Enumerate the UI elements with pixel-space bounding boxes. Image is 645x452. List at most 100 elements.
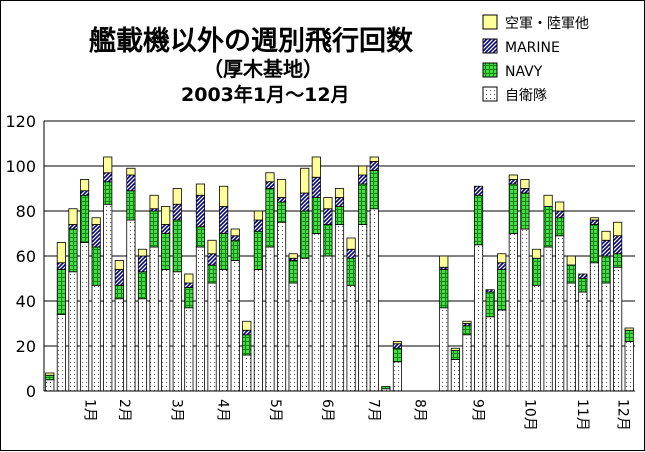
bar-marine — [369, 161, 379, 171]
bar-airforce_army — [219, 185, 229, 207]
bar-jsdf — [276, 221, 287, 392]
bar-jsdf — [450, 359, 460, 392]
bar-jsdf — [149, 246, 159, 392]
bar-marine — [473, 185, 484, 196]
legend-label: NAVY — [505, 64, 543, 80]
bar-marine — [601, 239, 611, 257]
bar-airforce_army — [566, 255, 576, 266]
bar-jsdf — [114, 298, 124, 392]
bar-jsdf — [184, 307, 194, 392]
month-label: 9月 — [470, 399, 486, 422]
bar-navy — [462, 325, 472, 336]
bar-marine — [578, 273, 588, 279]
bar-airforce_army — [103, 156, 113, 174]
bar-airforce_army — [589, 217, 600, 221]
month-label: 3月 — [168, 399, 184, 422]
bar-jsdf — [392, 361, 403, 392]
bar-navy — [601, 255, 611, 284]
month-label: 10月 — [522, 399, 538, 431]
bar-navy — [392, 347, 403, 363]
bar-jsdf — [207, 282, 217, 392]
bar-airforce_army — [346, 237, 356, 250]
bar-marine — [346, 248, 356, 259]
bar-marine — [613, 235, 623, 255]
bar-jsdf — [172, 271, 182, 392]
bar-airforce_army — [392, 341, 403, 345]
bar-navy — [45, 374, 55, 381]
bar-airforce_army — [207, 239, 217, 255]
month-label: 11月 — [574, 399, 590, 431]
bar-navy — [555, 217, 565, 237]
bar-jsdf — [323, 255, 333, 392]
bar-navy — [68, 228, 78, 273]
bar-airforce_army — [543, 194, 553, 207]
month-label: 4月 — [215, 399, 231, 422]
y-tick-label: 0 — [26, 382, 36, 401]
bar-jsdf — [555, 235, 565, 392]
bar-airforce_army — [253, 210, 263, 221]
bar-navy — [520, 192, 530, 230]
bar-marine — [497, 262, 507, 270]
bar-marine — [508, 179, 518, 185]
bar-navy — [300, 210, 310, 259]
y-tick-label: 60 — [16, 247, 36, 266]
month-label: 1月 — [81, 399, 97, 422]
bar-navy — [334, 206, 345, 225]
bar-jsdf — [624, 341, 634, 392]
bar-airforce_army — [68, 208, 78, 225]
bar-marine — [68, 224, 78, 230]
bar-airforce_army — [126, 167, 136, 176]
bar-marine — [334, 197, 345, 207]
bar-jsdf — [230, 260, 240, 392]
bar-marine — [300, 192, 310, 212]
bar-marine — [265, 181, 275, 189]
bar-marine — [276, 197, 287, 203]
bar-navy — [624, 329, 634, 342]
bar-navy — [485, 291, 495, 318]
y-axis-ticks: 0 20 40 60 80 100 120 — [5, 112, 36, 401]
bar-airforce_army — [45, 372, 55, 376]
bar-jsdf — [613, 266, 623, 392]
bar-airforce_army — [230, 228, 240, 237]
bar-navy — [613, 253, 623, 268]
bar-navy — [149, 210, 159, 248]
bar-navy — [242, 334, 252, 356]
bar-airforce_army — [114, 260, 124, 270]
chart-subtitle: （厚木基地） — [203, 57, 323, 81]
bar-airforce_army — [601, 230, 611, 241]
bar-marine — [126, 174, 136, 192]
bar-navy — [323, 224, 333, 257]
legend-swatch — [482, 14, 498, 30]
bar-jsdf — [311, 233, 321, 392]
bar-airforce_army — [334, 188, 345, 198]
bar-jsdf — [566, 282, 576, 392]
bar-marine — [520, 188, 530, 194]
chart-title: 艦載機以外の週別飛行回数 — [89, 25, 414, 57]
bar-marine — [311, 176, 321, 198]
bar-navy — [126, 190, 136, 221]
bar-airforce_army — [462, 320, 472, 324]
bar-navy — [508, 183, 518, 234]
bar-jsdf — [265, 246, 275, 392]
bar-navy — [381, 386, 391, 390]
bar-navy — [253, 230, 263, 270]
bar-navy — [172, 219, 182, 273]
bar-marine — [103, 172, 113, 183]
bar-navy — [566, 264, 576, 284]
bar-navy — [473, 194, 484, 246]
bar-jsdf — [346, 284, 356, 392]
bar-airforce_army — [508, 174, 518, 180]
bar-airforce_army — [195, 183, 206, 196]
bar-airforce_army — [56, 242, 66, 264]
bar-navy — [578, 278, 588, 293]
legend-swatch — [482, 86, 498, 102]
bar-navy — [265, 188, 275, 248]
month-label: 7月 — [365, 399, 381, 422]
month-label: 8月 — [412, 399, 428, 422]
bar-navy — [91, 246, 101, 286]
bar-airforce_army — [242, 320, 252, 331]
bar-marine — [184, 282, 194, 288]
y-tick-label: 40 — [16, 292, 36, 311]
bar-navy — [369, 170, 379, 210]
bar-airforce_army — [369, 156, 379, 162]
